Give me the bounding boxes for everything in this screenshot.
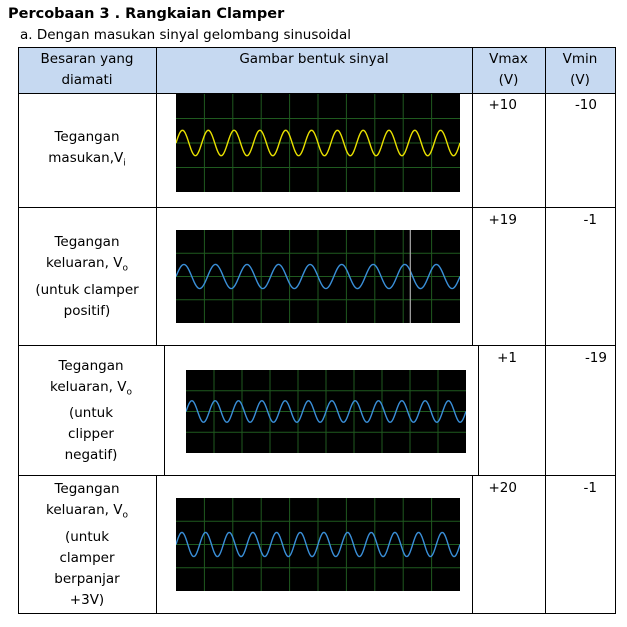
row1-label: Tegangan masukan,Vi (18, 93, 156, 208)
table-rule-row2 (18, 345, 616, 346)
row4-label-line6: +3V) (69, 591, 105, 608)
scope-input-signal (176, 94, 460, 192)
scope-clamper-berpanjar (176, 498, 460, 591)
scope-screen-svg (176, 94, 460, 192)
row2-label-line4: positif) (63, 302, 111, 319)
row1-label-line2: masukan,Vi (48, 149, 126, 169)
scope-waveform-trace (186, 399, 466, 424)
row3-label-line5: negatif) (64, 447, 118, 464)
row3-label-line2: keluaran, Vo (50, 378, 132, 398)
header-vmin-line1: Vmin (562, 51, 598, 67)
row4-label-line2: keluaran, Vo (46, 502, 128, 521)
table-col-sep2-c (472, 476, 473, 614)
table-col-sep1-c (156, 476, 157, 614)
row2-label-line1: Tegangan (54, 234, 120, 251)
scope-clipper-negatif (186, 370, 466, 453)
scope-waveform-trace (176, 129, 460, 157)
table-col-sep1-a (156, 47, 157, 346)
scope-clamper-positif (176, 230, 460, 323)
header-vmax-line1: Vmax (489, 51, 528, 67)
table-rule-row1 (18, 207, 616, 208)
table-col-sep2-b (478, 346, 479, 476)
header-vmax: Vmax (V) (472, 47, 545, 93)
header-vmin-line2: (V) (570, 72, 590, 88)
header-besaran-line2: diamati (61, 72, 113, 88)
section-subtitle: a. Dengan masukan sinyal gelombang sinus… (20, 27, 351, 43)
table-col-sep2-a (472, 47, 473, 346)
row1-vmin: -10 (574, 97, 597, 113)
scope-waveform-trace (176, 531, 460, 558)
row2-label-line3: (untuk clamper (35, 281, 139, 298)
row2-vmax: +19 (488, 212, 518, 228)
scope-screen-svg (186, 370, 466, 453)
row2-label-line2: keluaran, Vo (46, 255, 128, 274)
table-border-right (615, 47, 616, 614)
header-gambar-label: Gambar bentuk sinyal (239, 51, 389, 67)
table-col-sep1-b (164, 346, 165, 476)
table-rule-header (18, 93, 616, 94)
row2-label: Tegangan keluaran, Vo (untuk clamper pos… (18, 208, 156, 346)
row1-vmax: +10 (488, 97, 518, 113)
header-vmin: Vmin (V) (545, 47, 615, 93)
row4-vmin: -1 (583, 480, 597, 496)
row3-label-line3: (untuk (68, 405, 114, 422)
row3-label: Tegangan keluaran, Vo (untuk clipper neg… (18, 346, 164, 476)
row3-label-line1: Tegangan (58, 357, 124, 374)
row4-label-line5: berpanjar (54, 570, 120, 587)
row1-label-line1: Tegangan (54, 128, 120, 145)
scope-screen-svg (176, 230, 460, 323)
row3-label-line4: clipper (68, 426, 114, 443)
table-border-top (18, 47, 616, 48)
row4-vmax: +20 (488, 480, 518, 496)
table-col-sep3 (545, 47, 546, 614)
row4-label-line3: (untuk (64, 528, 110, 545)
row3-vmax: +1 (497, 350, 517, 366)
row3-vmin: -19 (584, 350, 607, 366)
header-vmax-line2: (V) (498, 72, 519, 88)
table-rule-row3 (18, 475, 616, 476)
row2-vmin: -1 (583, 212, 597, 228)
scope-waveform-trace (176, 263, 460, 290)
row4-label-line4: clamper (59, 549, 115, 566)
table-border-left (18, 47, 19, 614)
row4-label-line1: Tegangan (54, 481, 120, 498)
page-title: Percobaan 3 . Rangkaian Clamper (8, 6, 285, 22)
table-border-bottom (18, 613, 616, 614)
header-besaran-line1: Besaran yang (40, 51, 134, 67)
header-besaran: Besaran yang diamati (18, 47, 156, 93)
header-gambar: Gambar bentuk sinyal (156, 47, 472, 93)
scope-screen-svg (176, 498, 460, 591)
row4-label: Tegangan keluaran, Vo (untuk clamper ber… (18, 476, 156, 614)
